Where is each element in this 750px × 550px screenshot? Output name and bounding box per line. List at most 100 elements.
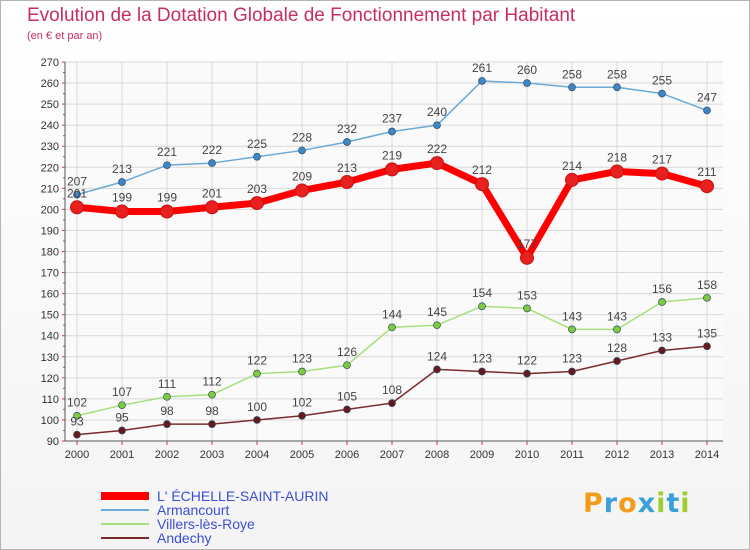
data-point bbox=[343, 361, 351, 370]
data-point bbox=[433, 365, 441, 374]
data-label: 111 bbox=[158, 377, 177, 391]
data-point bbox=[208, 159, 216, 167]
x-tick-label: 2007 bbox=[380, 449, 404, 461]
y-tick-label: 200 bbox=[41, 204, 59, 216]
data-label: 107 bbox=[112, 385, 132, 399]
data-point bbox=[385, 162, 399, 177]
data-label: 209 bbox=[292, 169, 312, 183]
data-point bbox=[568, 367, 576, 376]
data-label: 112 bbox=[202, 375, 221, 389]
data-label: 261 bbox=[472, 61, 492, 75]
data-point bbox=[703, 342, 711, 351]
y-tick-label: 100 bbox=[41, 415, 59, 427]
y-tick-label: 250 bbox=[41, 99, 59, 111]
data-point bbox=[520, 250, 534, 265]
data-point bbox=[208, 390, 216, 399]
data-label: 201 bbox=[67, 186, 87, 200]
data-point bbox=[388, 127, 396, 136]
y-tick-label: 220 bbox=[41, 162, 59, 174]
data-label: 240 bbox=[427, 105, 447, 119]
data-label: 133 bbox=[652, 330, 672, 344]
data-label: 217 bbox=[652, 153, 672, 167]
data-label: 237 bbox=[382, 111, 402, 125]
legend-label: Andechy bbox=[157, 530, 212, 546]
data-point bbox=[298, 146, 306, 155]
data-label: 255 bbox=[652, 74, 672, 88]
legend-label: Armancourt bbox=[157, 502, 230, 518]
data-label: 143 bbox=[607, 309, 627, 323]
data-label: 199 bbox=[157, 190, 177, 204]
data-label: 102 bbox=[67, 396, 87, 410]
legend: L' ÉCHELLE-SAINT-AURIN Armancourt Villers-… bbox=[101, 488, 361, 546]
data-point bbox=[253, 152, 261, 161]
x-tick-label: 2009 bbox=[470, 449, 494, 461]
data-point bbox=[523, 369, 531, 378]
x-tick-label: 2005 bbox=[290, 449, 314, 461]
y-tick-label: 170 bbox=[41, 268, 59, 280]
legend-swatch bbox=[101, 523, 149, 525]
data-label: 158 bbox=[697, 278, 717, 292]
data-label: 156 bbox=[652, 282, 672, 296]
data-label: 135 bbox=[697, 326, 717, 340]
data-label: 123 bbox=[292, 352, 312, 366]
legend-swatch bbox=[101, 492, 149, 500]
data-label: 126 bbox=[337, 345, 357, 359]
data-label: 93 bbox=[70, 415, 84, 429]
data-label: 144 bbox=[382, 307, 402, 321]
data-point bbox=[295, 183, 309, 198]
data-label: 177 bbox=[517, 237, 537, 251]
data-point bbox=[565, 172, 579, 187]
data-label: 154 bbox=[472, 286, 492, 300]
data-label: 214 bbox=[562, 159, 582, 173]
x-tick-label: 2011 bbox=[560, 449, 584, 461]
data-label: 124 bbox=[427, 349, 447, 363]
data-point bbox=[73, 190, 81, 199]
data-point bbox=[163, 161, 171, 170]
data-point bbox=[523, 79, 531, 87]
data-label: 222 bbox=[202, 143, 222, 157]
data-label: 199 bbox=[112, 190, 132, 204]
x-tick-label: 2014 bbox=[695, 449, 719, 461]
y-tick-label: 240 bbox=[41, 120, 59, 132]
data-point bbox=[118, 401, 126, 410]
data-point bbox=[118, 178, 126, 186]
data-point bbox=[73, 430, 81, 439]
legend-label: Villers-lès-Roye bbox=[157, 516, 255, 532]
data-label: 98 bbox=[205, 404, 219, 418]
data-label: 203 bbox=[247, 182, 267, 196]
line-chart: 9010011012013014015016017018019020021022… bbox=[41, 57, 723, 461]
y-tick-label: 120 bbox=[41, 373, 59, 385]
data-point bbox=[658, 89, 666, 98]
x-tick-label: 2003 bbox=[200, 449, 224, 461]
y-tick-label: 140 bbox=[41, 331, 59, 343]
data-point bbox=[298, 411, 306, 420]
y-tick-label: 160 bbox=[41, 289, 59, 301]
y-tick-label: 210 bbox=[41, 183, 59, 195]
x-tick-label: 2010 bbox=[515, 449, 539, 461]
data-label: 145 bbox=[427, 305, 447, 319]
data-point bbox=[163, 392, 171, 401]
data-point bbox=[163, 420, 171, 429]
data-label: 123 bbox=[472, 352, 492, 366]
data-label: 122 bbox=[517, 354, 537, 368]
logo-letter: r bbox=[603, 488, 619, 519]
x-tick-label: 2008 bbox=[425, 449, 449, 461]
data-label: 221 bbox=[157, 145, 177, 159]
data-label: 258 bbox=[607, 67, 627, 81]
data-point bbox=[298, 367, 306, 376]
y-tick-label: 110 bbox=[41, 394, 59, 406]
data-point bbox=[430, 156, 444, 171]
y-tick-label: 180 bbox=[41, 247, 59, 259]
chart-subtitle: (en € et par an) bbox=[27, 30, 103, 42]
data-label: 213 bbox=[112, 162, 132, 176]
data-point bbox=[340, 175, 354, 190]
data-point bbox=[568, 325, 576, 334]
x-tick-label: 2002 bbox=[155, 449, 179, 461]
data-point bbox=[655, 166, 669, 181]
data-label: 98 bbox=[160, 404, 174, 418]
data-label: 247 bbox=[697, 90, 717, 104]
logo-letter: x bbox=[637, 488, 657, 519]
y-tick-label: 90 bbox=[47, 436, 59, 448]
data-label: 153 bbox=[517, 288, 537, 302]
data-point bbox=[343, 405, 351, 414]
